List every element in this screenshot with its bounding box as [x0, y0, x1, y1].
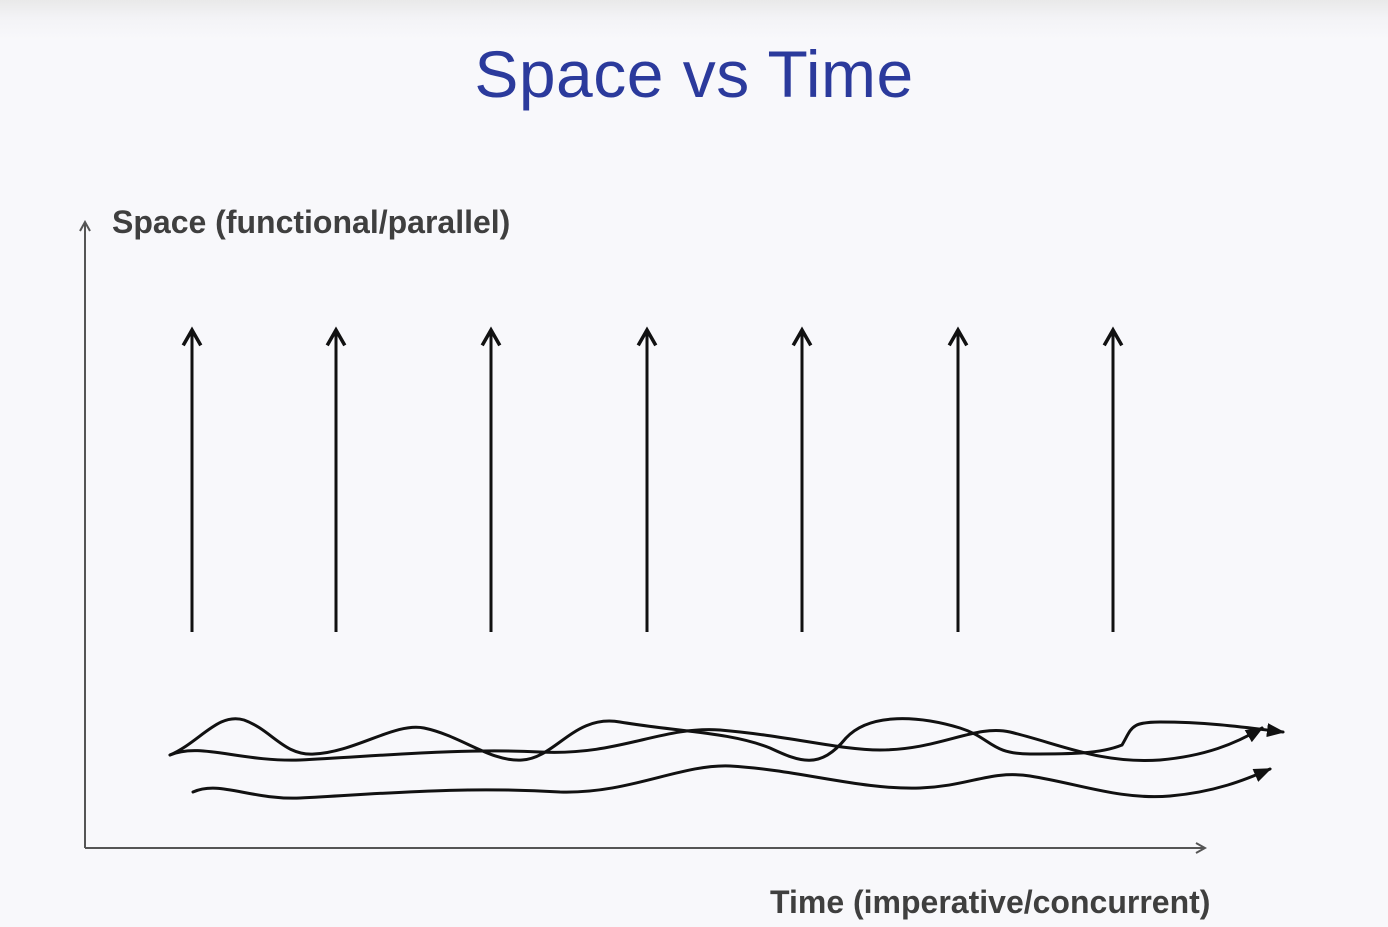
- time-wave-line: [168, 726, 1264, 763]
- space-arrows: [192, 330, 1113, 632]
- y-axis-label: Space (functional/parallel): [112, 204, 511, 240]
- slide-title: Space vs Time: [474, 37, 914, 111]
- time-waves: [168, 717, 1285, 800]
- axes: [85, 222, 1205, 848]
- time-wave-line: [191, 764, 1272, 800]
- time-wave-line: [168, 717, 1285, 762]
- x-axis-label: Time (imperative/concurrent): [770, 884, 1211, 920]
